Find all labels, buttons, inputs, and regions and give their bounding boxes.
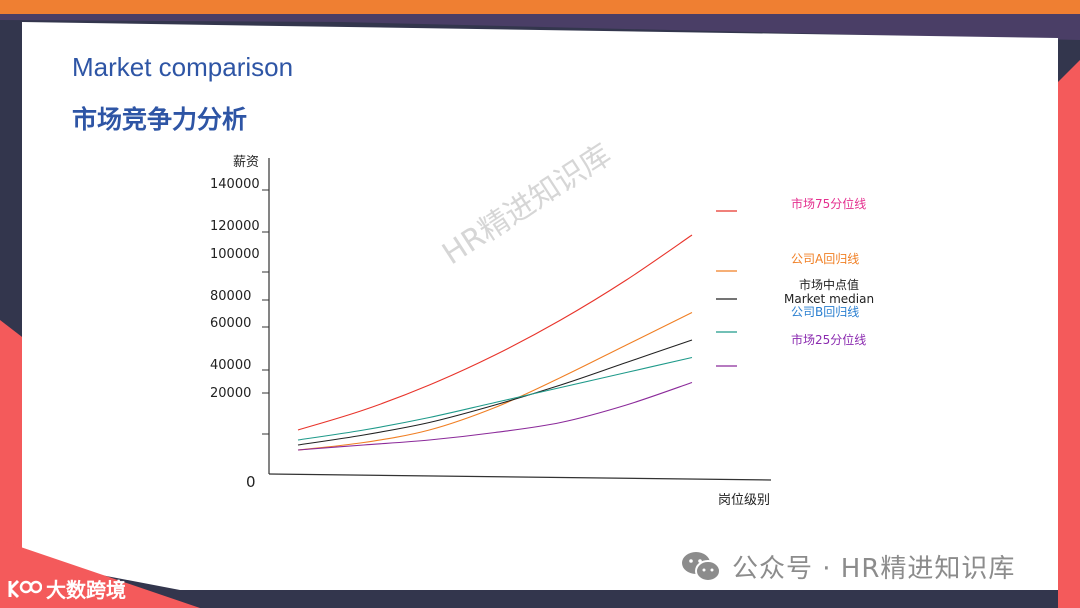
corner-brand: 大数跨境 xyxy=(6,574,126,603)
series-line-1 xyxy=(297,234,693,431)
y-tick-group: 140000 120000 100000 80000 60000 40000 20000 0 xyxy=(210,177,269,491)
bottom-left-coral xyxy=(0,540,200,608)
top-purple-band xyxy=(0,14,1080,40)
y-tick-label: 60000 xyxy=(210,316,251,331)
series-line-2 xyxy=(297,312,693,451)
y-tick-label: 80000 xyxy=(210,289,251,304)
legend-label: 公司B回归线 xyxy=(791,305,859,319)
y-tick-label: 140000 xyxy=(210,177,260,192)
legend-label-secondary: Market median xyxy=(784,292,874,306)
series-line-5 xyxy=(297,381,693,451)
slide-white-panel xyxy=(22,22,1058,590)
series-line-3 xyxy=(297,339,693,446)
right-coral-strip xyxy=(1058,60,1080,608)
page-title: Market comparison xyxy=(72,52,294,82)
corner-logo-text: 大数跨境 xyxy=(46,578,126,602)
legend-label: 市场中点值 xyxy=(799,277,859,292)
footer-account-text: 公众号 · HR精进知识库 xyxy=(732,554,1016,584)
chart-axes xyxy=(268,158,772,481)
x-axis-line xyxy=(268,473,772,481)
footer-brand: 公众号 · HR精进知识库 xyxy=(680,548,1015,585)
y-tick-label: 0 xyxy=(246,473,256,491)
legend-label: 市场75分位线 xyxy=(791,196,866,211)
series-lines xyxy=(297,234,693,451)
page-subtitle: 市场竞争力分析 xyxy=(72,105,248,134)
y-tick-label: 20000 xyxy=(210,386,251,401)
y-axis-label: 薪资 xyxy=(233,155,259,170)
left-coral-triangle xyxy=(0,320,26,608)
legend-label: 市场25分位线 xyxy=(791,332,866,347)
series-line-4 xyxy=(297,356,693,441)
y-tick-label: 40000 xyxy=(210,358,251,373)
top-orange-band xyxy=(0,0,1080,14)
y-tick-label: 100000 xyxy=(210,247,260,262)
wechat-icon xyxy=(682,551,721,582)
corner-logo-icon xyxy=(8,579,42,598)
x-axis-label: 岗位级别 xyxy=(718,493,770,508)
legend-label: 公司A回归线 xyxy=(791,252,859,266)
y-tick-label: 120000 xyxy=(210,219,260,234)
